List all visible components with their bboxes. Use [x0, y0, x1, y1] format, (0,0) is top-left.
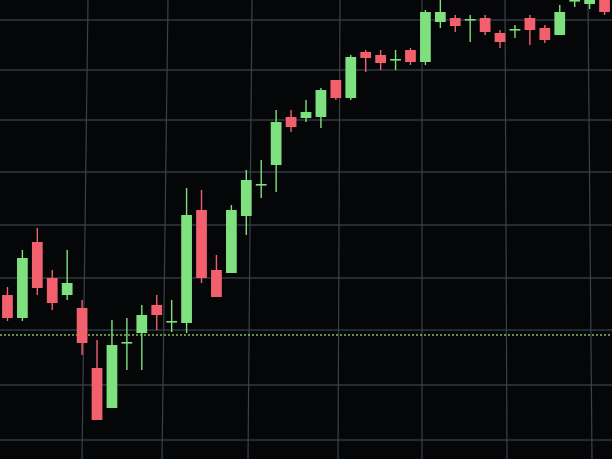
- candle-body: [569, 0, 581, 2]
- candle-body: [300, 112, 312, 118]
- candle-body: [330, 80, 342, 98]
- candle-body: [434, 12, 446, 22]
- grid-line-vertical: [161, 0, 169, 459]
- candle-body: [315, 90, 327, 117]
- candle-body: [554, 12, 566, 35]
- candle-body: [61, 283, 73, 295]
- candle-body: [196, 210, 207, 278]
- grid-line-vertical: [587, 0, 593, 459]
- vertical-grid: [81, 0, 593, 459]
- candle-body: [240, 180, 252, 216]
- candle-body: [46, 278, 58, 303]
- candle-body: [211, 270, 222, 297]
- candle-body: [181, 215, 192, 323]
- candle-body: [285, 117, 297, 127]
- grid-line-vertical: [504, 0, 508, 459]
- candle-body: [151, 305, 163, 315]
- candle-body: [76, 308, 88, 343]
- candle-body: [17, 258, 28, 318]
- candle-body: [345, 57, 357, 98]
- grid-line-vertical: [81, 0, 89, 459]
- candle-body: [255, 184, 267, 186]
- candle-body: [360, 52, 372, 58]
- candle-body: [405, 50, 416, 62]
- candle-body: [166, 321, 178, 323]
- candle-body: [375, 55, 387, 63]
- candle-body: [509, 29, 521, 31]
- candle-body: [539, 28, 551, 40]
- candle-body: [599, 0, 610, 12]
- candle-body: [2, 295, 13, 318]
- candle-body: [136, 315, 148, 333]
- candle-body: [464, 19, 476, 21]
- grid-line-vertical: [247, 0, 253, 459]
- candle-body: [91, 368, 103, 420]
- candle-body: [524, 18, 536, 30]
- candle-body: [225, 210, 237, 273]
- candle-body: [420, 12, 431, 62]
- candle-body: [449, 18, 461, 26]
- candle-body: [479, 18, 491, 32]
- candle-body: [31, 242, 43, 288]
- candle-body: [106, 345, 118, 408]
- candle-body: [494, 33, 506, 42]
- candle-body: [270, 122, 282, 165]
- candle-body: [584, 0, 595, 4]
- grid-line-vertical: [337, 0, 341, 459]
- candle-body: [121, 342, 133, 344]
- candle-body: [390, 59, 401, 61]
